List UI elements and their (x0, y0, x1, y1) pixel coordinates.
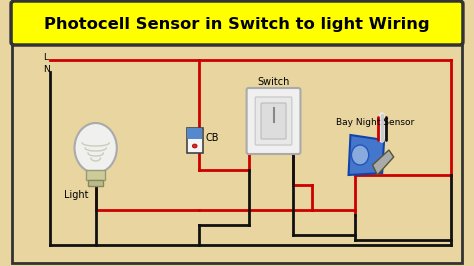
Ellipse shape (351, 145, 369, 165)
Text: L: L (43, 53, 48, 63)
FancyBboxPatch shape (12, 3, 462, 263)
Polygon shape (348, 135, 384, 175)
Bar (187, 128, 202, 139)
Ellipse shape (192, 144, 197, 148)
FancyBboxPatch shape (187, 127, 203, 152)
Text: Light: Light (64, 190, 89, 200)
Bar (88, 180, 103, 186)
FancyBboxPatch shape (11, 1, 463, 45)
Ellipse shape (74, 123, 117, 173)
Text: CB: CB (205, 132, 219, 143)
Text: N: N (43, 65, 50, 74)
Text: Switch: Switch (257, 77, 290, 87)
Text: Photocell Sensor in Switch to light Wiring: Photocell Sensor in Switch to light Wiri… (44, 16, 430, 31)
FancyBboxPatch shape (261, 103, 286, 139)
Polygon shape (373, 150, 394, 175)
FancyBboxPatch shape (246, 88, 301, 154)
Text: Bay Night Sensor: Bay Night Sensor (336, 118, 414, 127)
FancyBboxPatch shape (255, 97, 292, 145)
Bar (86, 170, 105, 180)
